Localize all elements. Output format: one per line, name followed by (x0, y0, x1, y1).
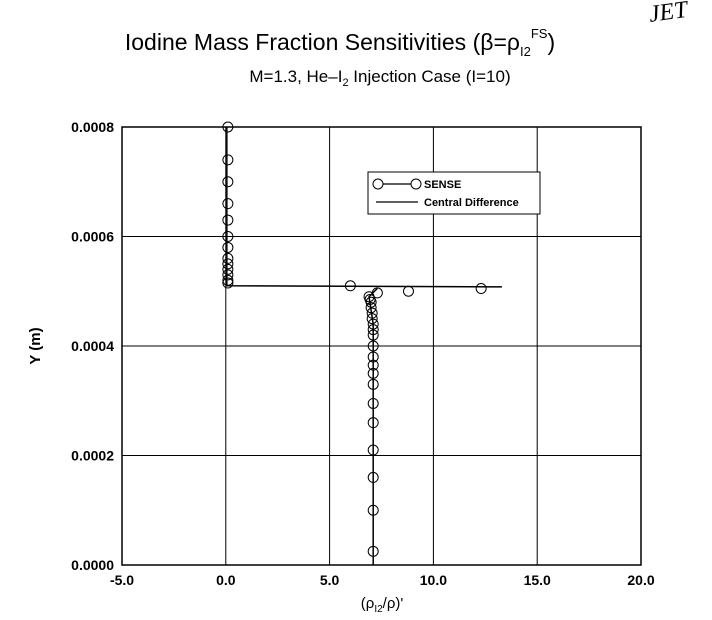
title-text: Iodine Mass Fraction Sensitivities (β=ρ (125, 29, 520, 55)
x-tick-label: 20.0 (627, 572, 654, 588)
x-axis-label: (ρI2/ρ)' (361, 595, 404, 615)
marker (222, 154, 234, 166)
marker (222, 176, 234, 188)
x-tick-label: 5.0 (320, 572, 340, 588)
legend-marker (410, 178, 422, 190)
y-tick-label: 0.0000 (71, 557, 114, 573)
legend-box (367, 171, 541, 215)
marker (222, 263, 234, 275)
title-sup: FS (531, 26, 548, 41)
legend-label: Central Difference (424, 197, 519, 209)
plot-frame (121, 126, 642, 566)
x-tick-label: 0.0 (216, 572, 236, 588)
marker (222, 198, 234, 210)
x-tick-label: 15.0 (524, 572, 551, 588)
line (226, 127, 502, 565)
x-tick-label: 10.0 (420, 572, 447, 588)
marker (222, 231, 234, 242)
title-end: ) (547, 29, 555, 55)
marker (475, 283, 487, 295)
marker (222, 241, 234, 253)
marker (222, 277, 234, 289)
x-label-sub: I2 (374, 604, 383, 615)
x-tick-label: -5.0 (110, 572, 134, 588)
marker (222, 258, 234, 270)
subtitle-text: M=1.3, He–I (249, 67, 342, 86)
handwritten-annotation: JET (647, 0, 691, 28)
subtitle-end: Injection Case (I=10) (349, 67, 511, 86)
y-axis-label: Y (m) (27, 327, 44, 364)
chart-subtitle: M=1.3, He–I2 Injection Case (I=10) (249, 67, 510, 89)
marker (222, 214, 234, 226)
marker (402, 285, 414, 297)
x-label-end: /ρ)' (383, 595, 404, 612)
x-label-text: (ρ (361, 595, 375, 612)
y-tick-label: 0.0002 (71, 448, 114, 464)
legend-marker (372, 178, 384, 190)
subtitle-sub: 2 (342, 77, 348, 89)
marker (222, 121, 234, 133)
y-tick-label: 0.0006 (71, 229, 114, 245)
marker (222, 269, 234, 281)
title-sub: I2 (520, 44, 531, 59)
y-tick-label: 0.0004 (71, 338, 114, 354)
legend-label: SENSE (424, 179, 461, 191)
marker (222, 252, 234, 264)
chart-title: Iodine Mass Fraction Sensitivities (β=ρI… (125, 26, 555, 59)
y-tick-label: 0.0008 (71, 119, 114, 135)
